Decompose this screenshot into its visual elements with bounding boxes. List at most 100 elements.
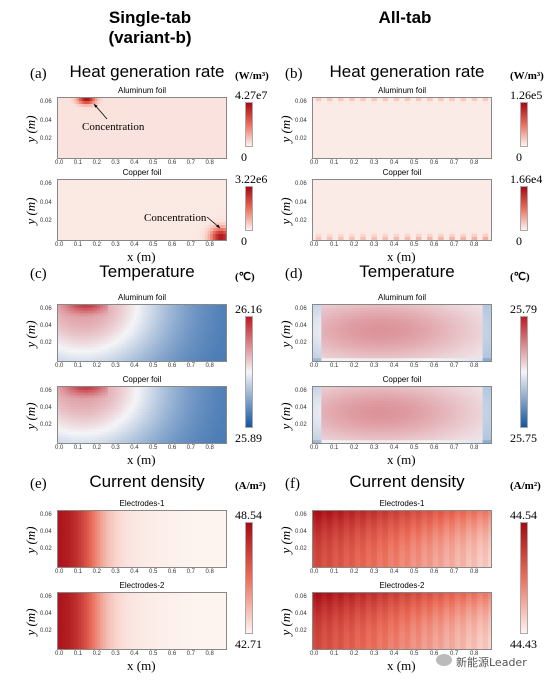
- panel-title-d: Temperature: [359, 262, 455, 281]
- heatmap-cells-d-2: [313, 387, 491, 443]
- heatmap-cells-c-2: [58, 387, 226, 443]
- y-axis-title-b: y (m): [278, 115, 293, 143]
- y-tick: 0.02: [295, 136, 307, 143]
- heatmap-f-2: [312, 592, 492, 650]
- x-tick: 0.4: [390, 160, 399, 166]
- y-axis-title-b: y (m): [278, 197, 293, 225]
- x-tick: 0.3: [370, 160, 379, 166]
- x-tick: 0.1: [330, 651, 339, 657]
- x-tick: 0.8: [470, 363, 479, 369]
- column-header-right: All-tab: [378, 8, 432, 27]
- watermark: 新能源Leader: [456, 656, 527, 669]
- y-tick: 0.04: [295, 199, 307, 206]
- heatmap-cells-f-2: [313, 593, 491, 649]
- x-tick: 0.5: [149, 651, 158, 657]
- x-tick: 0.4: [390, 569, 399, 575]
- subplot-title-f-2: Electrodes-2: [379, 581, 425, 590]
- colorbar-max-b-1: 1.26e5: [510, 88, 543, 102]
- x-tick: 0.1: [73, 242, 83, 248]
- y-tick: 0.06: [295, 511, 307, 518]
- x-tick: 0.8: [205, 363, 214, 369]
- x-tick: 0.8: [205, 445, 214, 451]
- y-tick: 0.02: [295, 340, 307, 347]
- panel-title-f: Current density: [349, 472, 465, 491]
- y-axis-title-f: y (m): [278, 526, 293, 554]
- y-tick: 0.04: [40, 611, 52, 618]
- x-tick: 0.8: [470, 445, 479, 451]
- colorbar-unit-f: (A/m²): [510, 480, 541, 492]
- heatmap-a-1: [57, 97, 227, 159]
- heatmap-cells-e-1: [58, 511, 226, 567]
- y-tick: 0.04: [40, 529, 52, 536]
- subplot-title-c-2: Copper foil: [122, 375, 162, 384]
- subplot-title-c-1: Aluminum foil: [117, 293, 166, 302]
- y-tick: 0.06: [40, 98, 52, 105]
- colorbar-d-1: [520, 316, 528, 428]
- x-axis-title-d: x (m): [387, 452, 416, 467]
- y-tick: 0.06: [295, 387, 307, 394]
- x-tick: 0.6: [167, 445, 177, 451]
- heatmap-cells-a-1: [58, 98, 226, 158]
- x-tick: 0.8: [470, 160, 479, 166]
- y-axis-title-e: y (m): [23, 608, 38, 636]
- colorbar-unit-a: (W/m³): [235, 70, 269, 82]
- y-tick: 0.02: [40, 218, 52, 225]
- x-tick: 0.0: [55, 445, 64, 451]
- y-tick: 0.04: [295, 529, 307, 536]
- y-tick: 0.06: [40, 387, 52, 394]
- colorbar-unit-e: (A/m²): [235, 480, 266, 492]
- x-tick: 0.6: [430, 569, 439, 575]
- x-tick: 0.6: [430, 445, 439, 451]
- heatmap-b-1: [312, 97, 492, 159]
- subplot-title-e-2: Electrodes-2: [119, 581, 165, 590]
- x-tick: 0.5: [149, 363, 158, 369]
- x-tick: 0.4: [130, 242, 139, 248]
- x-tick: 0.7: [186, 651, 195, 657]
- y-tick: 0.04: [295, 117, 307, 124]
- heatmap-d-2: [312, 386, 492, 444]
- x-tick: 0.1: [73, 363, 83, 369]
- column-title-left: Single-tab: [108, 8, 192, 27]
- colorbar-unit-c: (℃): [235, 271, 255, 283]
- x-tick: 0.5: [149, 569, 158, 575]
- colorbar-a-2: [245, 186, 253, 231]
- x-tick: 0.3: [370, 445, 379, 451]
- x-tick: 0.2: [350, 363, 359, 369]
- x-tick: 0.3: [111, 363, 120, 369]
- x-tick: 0.3: [111, 651, 120, 657]
- x-tick: 0.5: [410, 651, 419, 657]
- x-tick: 0.5: [410, 363, 419, 369]
- x-tick: 0.0: [310, 160, 319, 166]
- colorbar-a-1: [245, 102, 253, 147]
- x-tick: 0.7: [186, 160, 195, 166]
- colorbar-max-b-2: 1.66e4: [510, 172, 543, 186]
- x-tick: 0.7: [186, 445, 195, 451]
- x-tick: 0.8: [205, 651, 214, 657]
- panel-label-a: (a): [30, 66, 47, 82]
- y-tick: 0.06: [40, 180, 52, 187]
- x-tick: 0.6: [167, 569, 177, 575]
- colorbar-unit-b: (W/m³): [510, 70, 544, 82]
- x-tick: 0.6: [430, 160, 439, 166]
- x-tick: 0.4: [390, 363, 399, 369]
- x-tick: 0.6: [430, 651, 439, 657]
- heatmap-d-1: [312, 304, 492, 362]
- y-axis-title-a: y (m): [23, 115, 38, 143]
- y-tick: 0.02: [295, 422, 307, 429]
- heatmap-cells-e-2: [58, 593, 226, 649]
- colorbar-max-a-2: 3.22e6: [235, 172, 268, 186]
- panel-title-e: Current density: [89, 472, 205, 491]
- x-tick: 0.8: [470, 651, 479, 657]
- heatmap-cells-d-1: [313, 305, 491, 361]
- x-tick: 0.4: [390, 445, 399, 451]
- heatmap-cells-b-1: [313, 98, 491, 158]
- y-tick: 0.04: [295, 405, 307, 412]
- y-tick: 0.04: [295, 611, 307, 618]
- x-tick: 0.7: [186, 569, 195, 575]
- x-axis-title-e: x (m): [127, 658, 156, 673]
- x-tick: 0.5: [410, 569, 419, 575]
- x-tick: 0.1: [73, 160, 83, 166]
- subplot-title-a-2: Copper foil: [122, 168, 162, 177]
- x-tick: 0.7: [450, 363, 459, 369]
- y-tick: 0.02: [40, 422, 52, 429]
